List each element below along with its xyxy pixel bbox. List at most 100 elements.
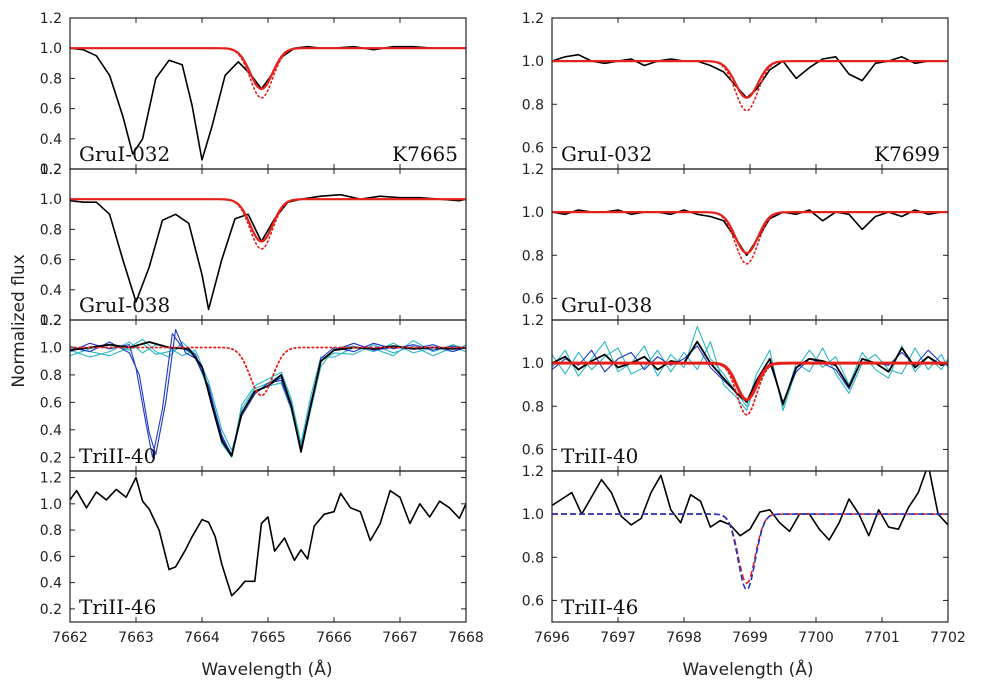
star-label: TriII-46 [561,595,638,619]
model-model [552,211,948,255]
model-model-upper [552,211,948,265]
x-tick-label: 7700 [798,630,834,646]
y-tick-label: 0.8 [522,248,544,264]
x-tick-label: 7667 [382,630,418,646]
y-tick-label: 1.2 [522,464,544,480]
y-tick-label: 0.8 [40,71,62,87]
panel-left-4: 0.2 0.4 0.6 0.8 1.0 1.2 7662 7663 7664 7665 7666 76… [40,470,484,646]
panel-right-3: 0.6 0.8 1.0 1.2 TriII-40 [522,313,949,472]
y-tick-label: 0.6 [40,253,62,269]
y-tick-label: 1.0 [522,205,544,221]
model-model-dotted [552,362,948,416]
y-tick-label: 1.0 [522,507,544,523]
y-tick-label: 0.2 [40,162,62,178]
plot-area [70,476,466,597]
model-model-dotted [70,346,466,397]
model-model-upper [552,60,948,112]
plot-area [552,471,948,591]
panel-frame [551,470,949,623]
star-label: TriII-46 [79,595,156,619]
x-tick-label: 7697 [600,630,636,646]
y-tick-label: 0.6 [522,291,544,307]
panel-left-1: 0.2 0.4 0.6 0.8 1.0 1.2 GruI-032 K7665 [40,11,467,178]
plot-area [552,325,948,416]
x-tick-label: 7699 [732,630,768,646]
x-tick-label: 7666 [316,630,352,646]
y-tick-label: 1.2 [522,11,544,27]
y-tick-label: 1.2 [40,471,62,487]
series-observed [70,476,466,597]
y-tick-label: 0.4 [40,576,62,592]
y-tick-label: 0.2 [40,313,62,329]
y-tick-label: 0.6 [40,102,62,118]
x-axis-title-right: Wavelength (Å) [682,658,813,680]
y-tick-label: 1.0 [40,192,62,208]
y-tick-label: 1.0 [40,340,62,356]
model-model [70,198,466,243]
star-label: GruI-032 [561,142,652,166]
y-tick-label: 0.2 [40,602,62,618]
y-tick-label: 0.8 [40,222,62,238]
y-tick-label: 0.6 [40,549,62,565]
plot-area [70,45,466,161]
panel-left-3: 0.2 0.4 0.6 0.8 1.0 1.2 TriII-40 [40,313,467,472]
y-axis-title: Normalized flux [9,254,29,387]
model-model [70,47,466,91]
plot-area [70,193,466,311]
y-tick-label: 1.2 [40,162,62,178]
y-tick-label: 0.6 [522,442,544,458]
panel-left-2: 0.2 0.4 0.6 0.8 1.0 1.2 GruI-038 [40,162,467,329]
star-label: GruI-038 [79,293,170,317]
model-model [552,361,948,402]
y-tick-label: 1.0 [522,356,544,372]
y-tick-label: 1.2 [522,162,544,178]
x-tick-label: 7665 [250,630,286,646]
x-tick-label: 7701 [864,630,900,646]
plot-area [552,53,948,112]
series-exposure-5 [70,329,466,456]
x-tick-label: 7664 [184,630,220,646]
series-exposure-3 [70,338,466,458]
panel-right-1: 0.6 0.8 1.0 1.2 GruI-032 K7699 [522,11,949,170]
x-tick-label: 7662 [52,630,88,646]
y-tick-label: 0.6 [40,395,62,411]
series-exposure-4 [70,333,466,458]
y-tick-label: 0.6 [522,140,544,156]
y-tick-label: 0.8 [40,523,62,539]
y-tick-label: 1.2 [40,11,62,27]
series-observed [552,471,948,541]
panel-right-2: 0.6 0.8 1.0 1.2 GruI-038 [522,162,949,321]
y-tick-label: 0.2 [40,450,62,466]
y-tick-label: 0.4 [40,283,62,299]
spectra-panels: 0.2 0.4 0.6 0.8 1.0 1.2 GruI-032 K7665 0.2 0.4 0.6… [40,11,966,646]
series-exposure-1 [70,342,466,456]
panel-frame [69,470,467,623]
line-label: K7699 [874,142,940,166]
y-tick-label: 1.0 [522,54,544,70]
plot-area [552,209,948,265]
x-axis-title-left: Wavelength (Å) [201,658,332,680]
model-model-blue [552,513,948,591]
y-tick-label: 0.8 [40,368,62,384]
star-label: TriII-40 [561,444,638,468]
y-tick-label: 0.6 [522,593,544,609]
model-model-red [552,513,948,585]
star-label: TriII-40 [79,444,156,468]
y-tick-label: 1.0 [40,497,62,513]
x-tick-label: 7702 [930,630,966,646]
y-tick-label: 0.8 [522,550,544,566]
x-tick-label: 7663 [118,630,154,646]
y-tick-label: 1.2 [40,313,62,329]
y-tick-label: 1.2 [522,313,544,329]
model-model-upper [70,198,466,250]
series-exposure-2 [552,341,948,412]
star-label: GruI-032 [79,142,170,166]
series-combined [552,340,948,405]
series-combined [70,341,466,457]
x-tick-label: 7698 [666,630,702,646]
x-tick-label: 7696 [534,630,570,646]
model-model [552,60,948,99]
line-label: K7665 [392,142,458,166]
series-observed [70,193,466,311]
series-exposure-2 [70,341,466,453]
